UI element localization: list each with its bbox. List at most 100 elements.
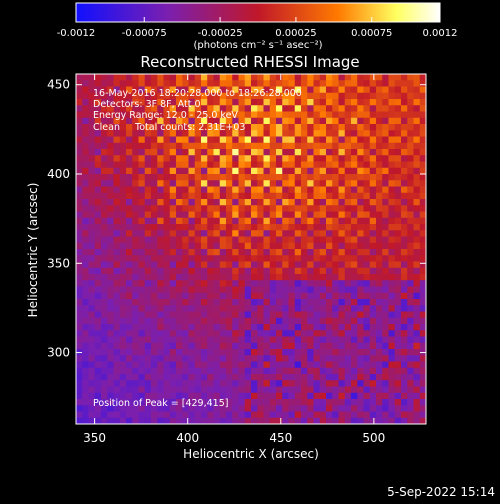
heatmap-pixel — [326, 124, 333, 131]
heatmap-pixel — [226, 205, 233, 212]
heatmap-pixel — [413, 399, 421, 406]
heatmap-pixel — [351, 174, 358, 181]
heatmap-pixel — [163, 349, 171, 356]
heatmap-pixel — [119, 205, 127, 212]
heatmap-pixel — [382, 99, 389, 106]
heatmap-pixel — [407, 361, 414, 369]
heatmap-pixel — [307, 167, 314, 175]
heatmap-pixel — [207, 242, 214, 250]
heatmap-pixel — [407, 392, 414, 400]
heatmap-pixel — [251, 155, 258, 162]
heatmap-pixel — [301, 305, 308, 312]
heatmap-pixel — [369, 355, 377, 362]
heatmap-pixel — [94, 186, 102, 194]
heatmap-pixel — [257, 386, 264, 394]
heatmap-pixel — [238, 355, 246, 362]
heatmap-pixel — [313, 105, 321, 112]
heatmap-pixel — [338, 392, 346, 400]
heatmap-pixel — [388, 105, 396, 112]
heatmap-pixel — [332, 405, 339, 412]
heatmap-pixel — [232, 324, 239, 331]
heatmap-pixel — [307, 349, 314, 356]
heatmap-pixel — [269, 255, 277, 262]
heatmap-pixel — [276, 167, 283, 175]
heatmap-pixel — [294, 180, 302, 187]
heatmap-pixel — [113, 374, 121, 381]
heatmap-pixel — [82, 74, 89, 81]
heatmap-pixel — [238, 180, 246, 187]
heatmap-pixel — [319, 255, 327, 262]
heatmap-pixel — [338, 211, 346, 219]
heatmap-pixel — [269, 349, 277, 356]
heatmap-pixel — [307, 267, 314, 275]
heatmap-pixel — [226, 417, 233, 425]
heatmap-pixel — [388, 136, 396, 144]
heatmap-pixel — [276, 267, 283, 275]
heatmap-pixel — [144, 80, 152, 87]
heatmap-pixel — [419, 292, 427, 300]
heatmap-pixel — [113, 224, 121, 231]
heatmap-pixel — [282, 286, 289, 294]
heatmap-pixel — [94, 117, 102, 125]
heatmap-pixel — [101, 155, 108, 162]
heatmap-pixel — [338, 292, 346, 300]
heatmap-pixel — [282, 411, 289, 419]
heatmap-pixel — [107, 124, 114, 131]
heatmap-pixel — [163, 205, 171, 212]
heatmap-pixel — [238, 211, 246, 219]
heatmap-pixel — [94, 136, 102, 144]
heatmap-pixel — [344, 111, 352, 119]
heatmap-pixel — [194, 161, 202, 169]
heatmap-pixel — [401, 405, 408, 412]
heatmap-pixel — [82, 117, 89, 125]
heatmap-pixel — [138, 74, 146, 81]
heatmap-pixel — [319, 336, 327, 344]
heatmap-pixel — [388, 86, 396, 94]
heatmap-pixel — [401, 124, 408, 131]
heatmap-pixel — [276, 380, 283, 387]
heatmap-pixel — [376, 417, 383, 425]
heatmap-pixel — [132, 205, 139, 212]
heatmap-pixel — [213, 124, 221, 131]
heatmap-pixel — [238, 217, 246, 225]
heatmap-pixel — [151, 399, 158, 406]
heatmap-pixel — [151, 374, 158, 381]
heatmap-pixel — [101, 199, 108, 206]
heatmap-pixel — [138, 192, 146, 200]
heatmap-pixel — [176, 205, 183, 212]
x-tick-label: 400 — [176, 431, 199, 445]
heatmap-pixel — [382, 174, 389, 181]
heatmap-pixel — [169, 161, 177, 169]
heatmap-pixel — [313, 261, 321, 269]
colorbar-ticks: -0.0012 -0.00075 -0.00025 0.00025 0.00075 0.0… — [57, 17, 458, 39]
heatmap-pixel — [413, 149, 421, 156]
heatmap-pixel — [263, 311, 271, 319]
heatmap-pixel — [394, 336, 402, 344]
heatmap-pixel — [76, 330, 83, 337]
heatmap-pixel — [263, 336, 271, 344]
heatmap-pixel — [157, 142, 164, 150]
heatmap-pixel — [276, 174, 283, 181]
heatmap-pixel — [101, 380, 108, 387]
heatmap-pixel — [301, 167, 308, 175]
heatmap-pixel — [213, 367, 221, 375]
heatmap-pixel — [301, 380, 308, 387]
heatmap-pixel — [394, 324, 402, 331]
heatmap-pixel — [163, 286, 171, 294]
heatmap-pixel — [132, 199, 139, 206]
heatmap-pixel — [313, 117, 321, 125]
heatmap-pixel — [344, 192, 352, 200]
heatmap-pixel — [219, 105, 227, 112]
heatmap-pixel — [94, 236, 102, 244]
heatmap-pixel — [301, 386, 308, 394]
heatmap-pixel — [388, 417, 396, 425]
heatmap-pixel — [113, 361, 121, 369]
heatmap-pixel — [288, 180, 296, 187]
heatmap-pixel — [176, 105, 183, 112]
heatmap-pixel — [326, 149, 333, 156]
heatmap-pixel — [88, 230, 96, 237]
heatmap-pixel — [238, 361, 246, 369]
heatmap-pixel — [376, 399, 383, 406]
heatmap-pixel — [307, 242, 314, 250]
heatmap-pixel — [138, 286, 146, 294]
